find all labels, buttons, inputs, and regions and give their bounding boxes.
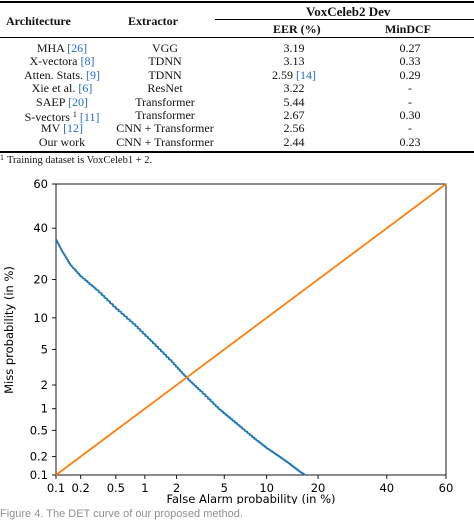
y-tick-label: 40 xyxy=(33,221,48,235)
plot-frame xyxy=(55,183,447,476)
row-mindcf: 0.23 xyxy=(399,134,421,149)
eer-value: 2.59 xyxy=(272,67,293,82)
eer-value: 3.22 xyxy=(283,81,305,96)
row-architecture: S-vectors 1 [11] xyxy=(0,109,124,123)
row-eer: 3.13 xyxy=(248,55,340,67)
eer-value: 2.67 xyxy=(283,108,305,122)
architecture-name: Xie et al. xyxy=(31,81,76,96)
row-architecture: MHA [26] xyxy=(0,42,124,54)
citation-link[interactable]: [11] xyxy=(79,110,100,124)
y-tick-label: 5 xyxy=(41,342,48,356)
table-top-rule xyxy=(0,1,474,3)
row-extractor: CNN + Transformer xyxy=(116,121,214,136)
row-eer: 2.67 xyxy=(248,109,340,121)
row-architecture: Atten. Stats. [9] xyxy=(0,69,124,81)
row-architecture: X-vectora [8] xyxy=(0,55,124,67)
row-architecture: MV [12] xyxy=(0,122,124,134)
y-tick-label: 0.2 xyxy=(30,450,48,464)
table-bottom-rule xyxy=(0,151,474,153)
x-tick-label: 20 xyxy=(311,481,326,495)
x-tick-label: 60 xyxy=(439,481,454,495)
row-eer: 2.44 xyxy=(248,136,340,148)
citation-link[interactable]: [8] xyxy=(80,54,95,69)
row-eer: 2.56 xyxy=(248,122,340,134)
eer-value: 3.13 xyxy=(283,54,305,69)
architecture-name: Atten. Stats. xyxy=(24,67,83,82)
x-tick-label: 0.2 xyxy=(72,481,90,495)
x-tick-label: 2 xyxy=(173,481,180,495)
row-architecture: Our work xyxy=(0,136,124,148)
row-mindcf: - xyxy=(408,81,412,96)
header-rule xyxy=(0,37,474,38)
eer-value: 3.19 xyxy=(283,41,305,55)
row-eer: 3.22 xyxy=(248,82,340,94)
y-tick-label: 1 xyxy=(41,402,48,416)
y-tick-label: 20 xyxy=(33,272,48,286)
row-mindcf: 0.27 xyxy=(399,41,421,55)
row-architecture: Xie et al. [6] xyxy=(0,82,124,94)
row-mindcf: 0.29 xyxy=(399,67,421,82)
architecture-name: X-vectora xyxy=(29,54,78,69)
x-tick-label: 5 xyxy=(221,481,228,495)
row-extractor: TDNN xyxy=(148,67,182,82)
citation-link[interactable]: [14] xyxy=(296,67,316,82)
footnote-mark: 1 xyxy=(0,153,4,162)
det-chart: 0.1 0.2 0.5 1 2 5 10 20 40 60 0.1 0.2 0.5 1 2 5 10 20 40 6… xyxy=(2,177,453,504)
header-mindcf: MinDCF xyxy=(385,22,431,36)
citation-link[interactable]: [12] xyxy=(63,121,84,136)
y-axis: 0.1 0.2 0.5 1 2 5 10 20 40 60 xyxy=(30,177,56,482)
row-extractor: Transformer xyxy=(135,94,195,109)
y-axis-label: Miss probability (in %) xyxy=(2,266,16,394)
architecture-name: MV xyxy=(40,121,61,136)
x-axis-label: False Alarm probability (in %) xyxy=(166,492,335,504)
footnote-sup: 1 xyxy=(72,110,77,119)
y-tick-label: 0.5 xyxy=(30,423,48,437)
architecture-name: Our work xyxy=(38,134,86,149)
y-tick-label: 10 xyxy=(33,311,48,325)
x-axis: 0.1 0.2 0.5 1 2 5 10 20 40 60 xyxy=(47,475,453,495)
citation-link[interactable]: [20] xyxy=(67,94,88,109)
row-extractor: CNN + Transformer xyxy=(116,134,214,149)
row-mindcf: 0.30 xyxy=(399,108,421,122)
row-extractor: ResNet xyxy=(147,81,183,96)
table-footnote: 1 Training dataset is VoxCeleb1 + 2. xyxy=(0,153,152,166)
eer-diagonal-series xyxy=(55,183,447,476)
row-extractor: Transformer xyxy=(135,108,195,122)
citation-link[interactable]: [26] xyxy=(67,41,88,55)
row-extractor: TDNN xyxy=(148,54,182,69)
row-mindcf: 0.33 xyxy=(399,54,421,69)
x-tick-label: 1 xyxy=(141,481,148,495)
results-table: Architecture Extractor VoxCeleb2 Dev EER… xyxy=(0,0,474,154)
x-tick-label: 0.5 xyxy=(107,481,125,495)
header-architecture: Architecture xyxy=(6,14,71,28)
figure-caption: Figure 4. The DET curve of our proposed … xyxy=(0,508,243,520)
header-extractor: Extractor xyxy=(128,14,178,28)
header-eer: EER (%) xyxy=(273,22,321,36)
x-tick-label: 40 xyxy=(379,481,394,495)
footnote-text: Training dataset is VoxCeleb1 + 2. xyxy=(7,155,153,166)
y-tick-label: 0.1 xyxy=(30,468,48,482)
y-tick-label: 2 xyxy=(41,378,48,392)
row-eer: 5.44 xyxy=(248,96,340,108)
x-tick-label: 0.1 xyxy=(47,481,65,495)
row-eer: 3.19 xyxy=(248,42,340,54)
header-dataset-rule xyxy=(215,19,474,20)
det-curve-series xyxy=(55,239,306,476)
header-dataset: VoxCeleb2 Dev xyxy=(306,4,391,19)
citation-link[interactable]: [9] xyxy=(86,67,100,82)
eer-value: 5.44 xyxy=(283,94,305,109)
citation-link[interactable]: [6] xyxy=(78,81,93,96)
x-tick-label: 10 xyxy=(259,481,274,495)
row-extractor: VGG xyxy=(152,41,178,55)
architecture-name: S-vectors xyxy=(24,110,70,124)
architecture-name: SAEP xyxy=(36,94,65,109)
y-tick-label: 60 xyxy=(33,177,48,191)
row-architecture: SAEP [20] xyxy=(0,96,124,108)
row-eer: 2.59 [14] xyxy=(248,69,340,81)
row-mindcf: - xyxy=(408,94,412,109)
eer-value: 2.44 xyxy=(283,134,305,149)
eer-value: 2.56 xyxy=(283,121,305,136)
architecture-name: MHA xyxy=(36,41,65,55)
row-mindcf: - xyxy=(408,121,412,136)
